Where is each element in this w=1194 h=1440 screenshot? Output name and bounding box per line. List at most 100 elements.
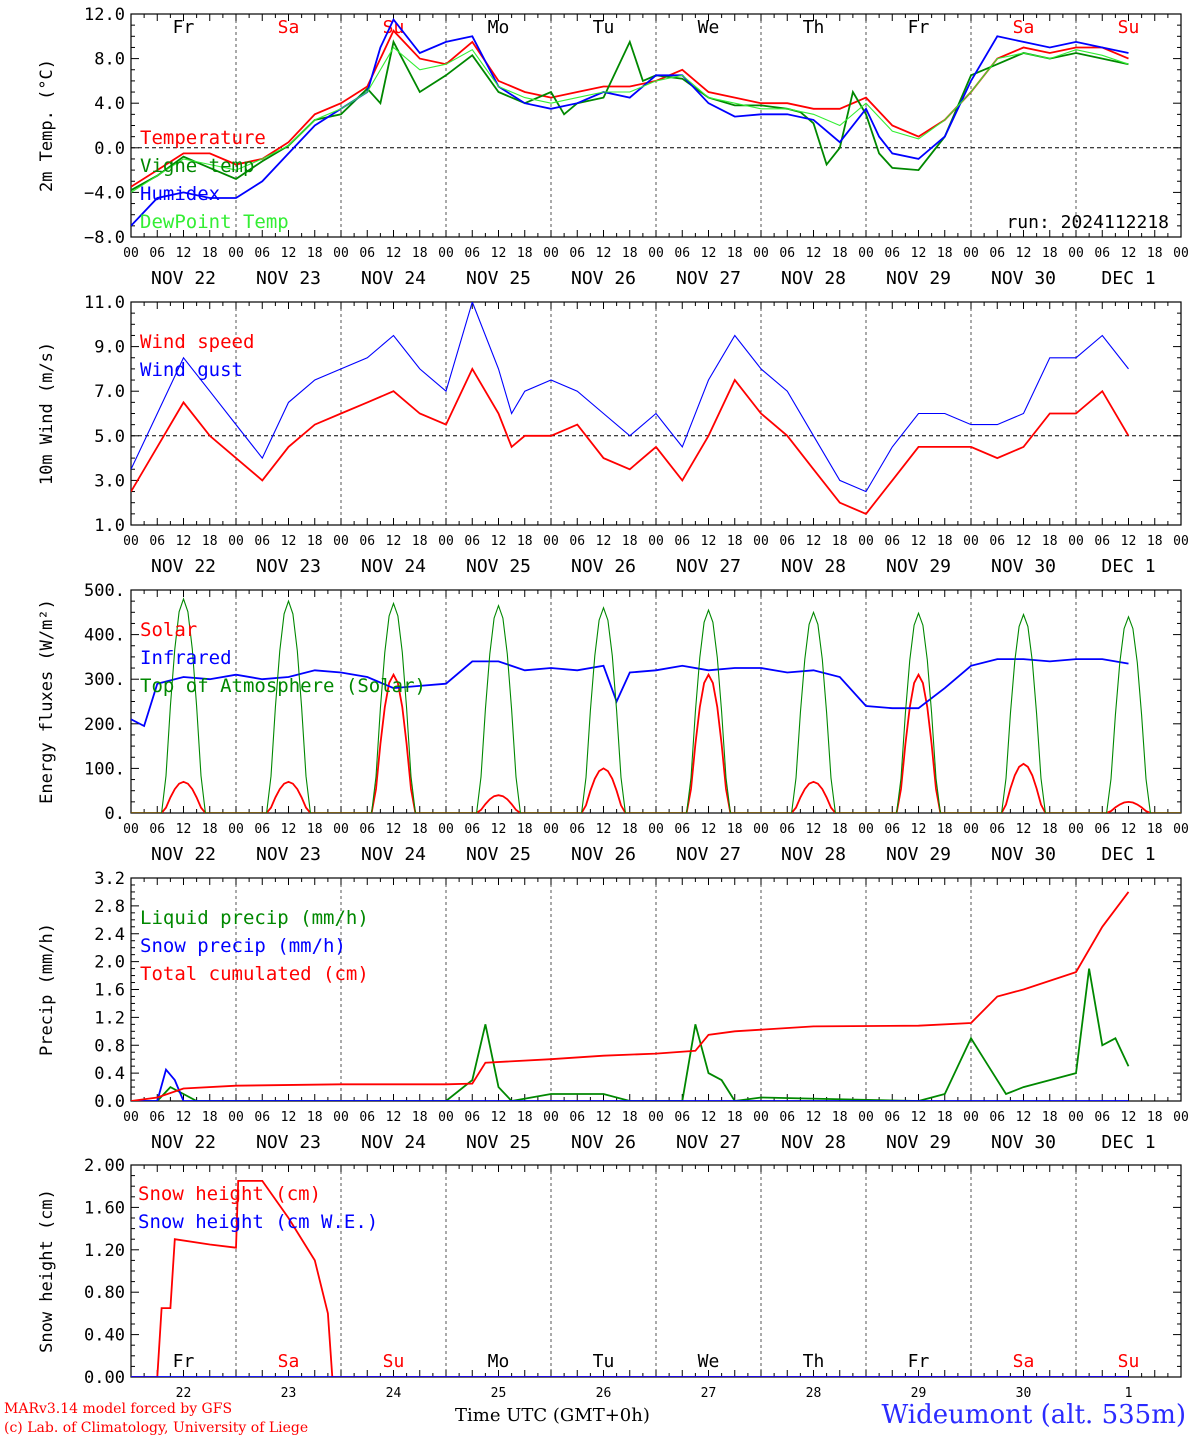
hour-tick-label: 06	[674, 822, 690, 837]
panel-1: 12.0 8.0 4.0 0.0 −4.0 −8.0 2m Temp. (°C) 00 06 12…	[37, 5, 1189, 289]
date-label: NOV 26	[571, 1132, 636, 1153]
y-tick-label: 1.2	[94, 1008, 125, 1028]
legend-entry: Snow height (cm W.E.)	[138, 1211, 378, 1233]
y-axis-label: Snow height (cm)	[37, 1189, 57, 1353]
hour-tick-label: 18	[517, 246, 533, 261]
hour-tick-label: 00	[228, 1110, 244, 1125]
y-tick-label: 300.	[84, 670, 125, 690]
date-label: NOV 23	[256, 268, 321, 289]
y-tick-label: 8.0	[94, 50, 125, 70]
y-axis-label: 2m Temp. (°C)	[37, 59, 57, 192]
hour-tick-label: 18	[832, 534, 848, 549]
hour-tick-label: 00	[543, 822, 559, 837]
date-label: NOV 29	[886, 556, 951, 577]
hour-tick-label: 00	[543, 1110, 559, 1125]
hour-tick-label: 00	[333, 534, 349, 549]
date-label: NOV 24	[361, 268, 426, 289]
date-label: NOV 24	[361, 844, 426, 865]
hour-tick-label: 06	[464, 822, 480, 837]
y-axis-label: Precip (mm/h)	[37, 923, 57, 1056]
hour-tick-label: 00	[333, 822, 349, 837]
weekday-label: Sa	[278, 1351, 300, 1372]
hour-tick-label: 12	[491, 1110, 507, 1125]
legend-entry: Liquid precip (mm/h)	[140, 907, 369, 929]
weekday-label: Sa	[278, 17, 300, 38]
hour-tick-label: 18	[307, 534, 323, 549]
hour-tick-label: 06	[1094, 1110, 1110, 1125]
date-label: NOV 28	[781, 844, 846, 865]
hour-tick-label: 18	[1147, 534, 1163, 549]
day-number-label: 27	[701, 1386, 717, 1401]
hour-tick-label: 06	[359, 1110, 375, 1125]
date-label: NOV 28	[781, 556, 846, 577]
panel-4: 3.2 2.8 2.4 2.0 1.6 1.2 0.8 0.4 0.0 Precip (mm/h)…	[37, 869, 1189, 1153]
hour-tick-label: 00	[858, 534, 874, 549]
date-label: NOV 25	[466, 268, 531, 289]
date-label: NOV 29	[886, 268, 951, 289]
y-tick-label: 3.2	[94, 869, 125, 889]
date-label: NOV 22	[151, 844, 216, 865]
hour-tick-label: 06	[464, 246, 480, 261]
y-tick-label: 4.0	[94, 94, 125, 114]
hour-tick-label: 18	[727, 534, 743, 549]
panel-3: 500. 400. 300. 200. 100. 0. Energy fluxes (W/m…	[37, 581, 1189, 865]
hour-tick-label: 18	[412, 246, 428, 261]
hour-tick-label: 12	[911, 246, 927, 261]
hour-tick-label: 06	[254, 534, 270, 549]
hour-tick-label: 12	[1121, 246, 1137, 261]
weekday-label: We	[698, 17, 720, 38]
hour-tick-label: 00	[228, 534, 244, 549]
hour-tick-label: 12	[176, 822, 192, 837]
hour-tick-label: 18	[832, 822, 848, 837]
date-label: NOV 28	[781, 1132, 846, 1153]
date-label: NOV 23	[256, 1132, 321, 1153]
hour-tick-label: 00	[1068, 534, 1084, 549]
hour-tick-label: 00	[543, 534, 559, 549]
hour-tick-label: 12	[911, 1110, 927, 1125]
hour-tick-label: 06	[149, 1110, 165, 1125]
hour-tick-label: 12	[806, 534, 822, 549]
weekday-label: We	[698, 1351, 720, 1372]
series-line	[131, 17, 1129, 227]
series-line	[131, 29, 1129, 188]
date-label: NOV 25	[466, 556, 531, 577]
hour-tick-label: 06	[884, 1110, 900, 1125]
series-line	[131, 597, 1181, 813]
hour-tick-label: 06	[1094, 534, 1110, 549]
y-tick-label: 0.0	[94, 139, 125, 159]
y-tick-label: 500.	[84, 581, 125, 601]
hour-tick-label: 18	[517, 822, 533, 837]
date-label: DEC 1	[1101, 844, 1155, 865]
hour-tick-label: 18	[1147, 822, 1163, 837]
y-tick-label: 11.0	[84, 293, 125, 313]
hour-tick-label: 06	[464, 1110, 480, 1125]
day-number-label: 25	[491, 1386, 507, 1401]
hour-tick-label: 00	[1068, 822, 1084, 837]
date-label: NOV 26	[571, 556, 636, 577]
hour-tick-label: 00	[123, 1110, 139, 1125]
legend-entry: Solar	[140, 619, 197, 641]
hour-tick-label: 06	[359, 534, 375, 549]
hour-tick-label: 12	[1121, 1110, 1137, 1125]
hour-tick-label: 00	[753, 1110, 769, 1125]
date-label: NOV 27	[676, 556, 741, 577]
hour-tick-label: 12	[281, 534, 297, 549]
hour-tick-label: 18	[1042, 822, 1058, 837]
hour-tick-label: 00	[1173, 534, 1189, 549]
hour-tick-label: 00	[1173, 246, 1189, 261]
date-label: NOV 28	[781, 268, 846, 289]
date-label: DEC 1	[1101, 1132, 1155, 1153]
hour-tick-label: 18	[202, 1110, 218, 1125]
hour-tick-label: 18	[622, 246, 638, 261]
hour-tick-label: 18	[937, 534, 953, 549]
legend-entry: Snow precip (mm/h)	[140, 935, 346, 957]
legend-entry: Vigne temp	[140, 155, 254, 177]
hour-tick-label: 06	[884, 246, 900, 261]
hour-tick-label: 06	[1094, 246, 1110, 261]
y-tick-label: 0.00	[84, 1368, 125, 1388]
hour-tick-label: 18	[412, 534, 428, 549]
hour-tick-label: 12	[701, 534, 717, 549]
hour-tick-label: 18	[832, 1110, 848, 1125]
y-tick-label: 3.0	[94, 471, 125, 491]
hour-tick-label: 12	[701, 246, 717, 261]
